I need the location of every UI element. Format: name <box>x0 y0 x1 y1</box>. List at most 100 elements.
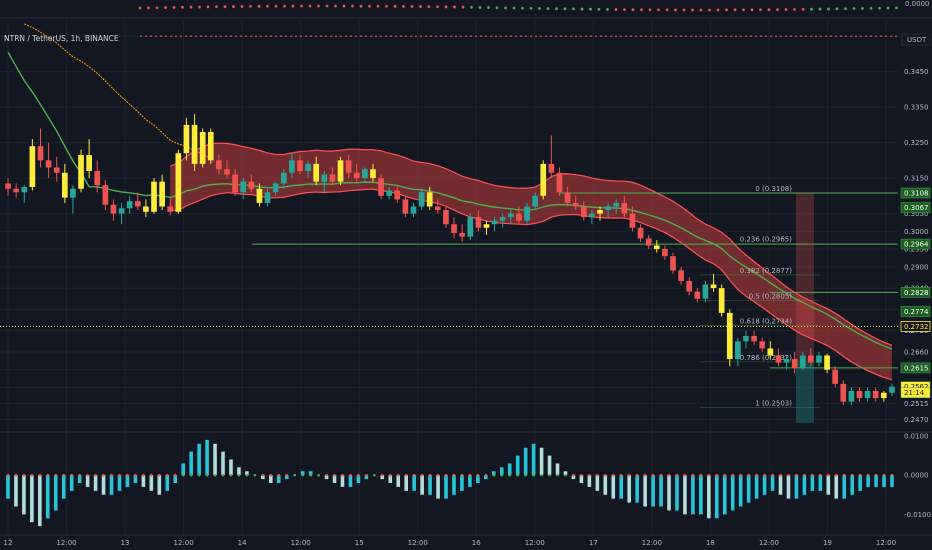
zero-line-dot <box>404 473 408 477</box>
candle-body <box>686 280 693 292</box>
zero-line-dot <box>659 473 663 477</box>
top-indicator-dot <box>793 8 796 11</box>
top-indicator-dot <box>682 8 686 12</box>
top-indicator-dot <box>385 4 388 8</box>
zero-line-dot <box>134 473 137 477</box>
top-indicator-dot <box>206 5 210 9</box>
candle-body <box>507 213 514 218</box>
candle-body <box>735 341 741 360</box>
candle-body <box>848 390 855 402</box>
zero-line-dot <box>452 473 456 477</box>
candle-body <box>532 195 538 207</box>
candle-body <box>402 199 409 214</box>
candle-body <box>718 288 725 313</box>
top-indicator-dot <box>444 5 448 9</box>
top-indicator-dot <box>538 7 541 10</box>
candle-body <box>459 233 466 237</box>
candle-body <box>224 169 230 175</box>
fib-level-label: 0.236 (0.2965) <box>740 236 792 244</box>
symbol-title: NTRN / TetherUS, 1h, BINANCE <box>4 34 119 43</box>
candle-body <box>5 183 11 189</box>
candle-body <box>597 210 603 214</box>
zero-line-dot <box>261 473 265 477</box>
candle-body <box>483 224 490 228</box>
top-indicator-dot <box>495 6 499 10</box>
candle-body <box>872 390 879 399</box>
zero-line-dot <box>150 473 153 477</box>
candle-body <box>613 202 620 207</box>
zero-line-dot <box>842 473 846 477</box>
top-indicator-dot <box>402 4 405 8</box>
candle-body <box>524 206 530 221</box>
candle-body <box>662 249 668 257</box>
zero-line-dot <box>771 473 774 477</box>
candle-body <box>248 181 255 189</box>
zero-line-dot <box>436 473 440 477</box>
top-indicator-dot <box>750 8 754 12</box>
price-tag: 0.2964 <box>904 241 929 249</box>
currency-badge[interactable]: USDT <box>907 36 927 44</box>
candle-body <box>94 171 101 186</box>
top-indicator-dot <box>223 5 227 9</box>
top-indicator-dot <box>895 6 898 10</box>
top-indicator-dot <box>716 8 720 12</box>
zero-line-dot <box>492 473 496 477</box>
top-indicator-dot <box>308 4 312 8</box>
price-tag: 21:14 <box>904 389 925 397</box>
candle-body <box>232 174 238 193</box>
short-position-target-zone <box>796 361 814 423</box>
zero-line-dot <box>333 473 336 477</box>
zero-line-dot <box>22 473 26 477</box>
top-indicator-dot <box>351 4 354 8</box>
time-axis-tick: 12:00 <box>876 539 896 547</box>
candle-body <box>159 181 165 207</box>
zero-line-dot <box>86 473 89 477</box>
top-indicator-dot <box>368 4 371 8</box>
zero-line-dot <box>444 473 448 477</box>
zero-line-dot <box>396 473 400 477</box>
candle-body <box>353 172 360 179</box>
currency-badge-box[interactable] <box>901 33 931 46</box>
time-axis-tick: 12:00 <box>174 539 194 547</box>
candle-body <box>78 155 84 189</box>
top-indicator-dot <box>640 8 643 12</box>
zero-line-dot <box>882 473 886 477</box>
time-axis-tick: 12:00 <box>408 539 428 547</box>
zero-line-dot <box>723 473 727 477</box>
candle-body <box>280 172 287 184</box>
candle-body <box>434 206 441 211</box>
time-axis-tick: 12:00 <box>759 539 779 547</box>
top-indicator-dot <box>742 8 745 12</box>
top-indicator-dot <box>784 8 788 11</box>
top-indicator-dot <box>589 7 592 11</box>
fib-level-label: 0.5 (0.2805) <box>749 293 793 301</box>
top-indicator-dot <box>725 8 728 12</box>
top-indicator-pane: 0.0000 <box>0 0 932 19</box>
time-axis-tick: 15 <box>355 539 364 547</box>
top-indicator-dot <box>767 8 771 12</box>
time-axis-tick: 14 <box>238 539 247 547</box>
zero-line-dot <box>803 473 806 477</box>
candles <box>5 114 895 406</box>
price-tag-box <box>900 202 931 213</box>
ribbon-fill <box>170 143 892 380</box>
top-indicator-dot <box>453 5 456 9</box>
zero-line-dot <box>811 473 814 477</box>
candle-body <box>605 206 611 211</box>
oscillator-axis: 0.0100 0.0000 -0.0100 <box>904 432 931 518</box>
candle-body <box>702 284 709 299</box>
zero-line-dot <box>197 473 201 477</box>
price-axis-tick: 0.2660 <box>904 348 929 356</box>
zero-line-dot <box>627 473 631 477</box>
zero-line-dot <box>285 473 289 477</box>
candle-body <box>856 390 863 399</box>
zero-line-dot <box>500 473 504 477</box>
candle-body <box>337 160 344 182</box>
candle-body <box>175 153 182 212</box>
zero-line-dot <box>779 473 782 477</box>
candle-body <box>775 355 782 363</box>
top-indicator-dot <box>801 7 805 11</box>
candle-body <box>426 192 433 207</box>
candle-body <box>13 188 20 193</box>
